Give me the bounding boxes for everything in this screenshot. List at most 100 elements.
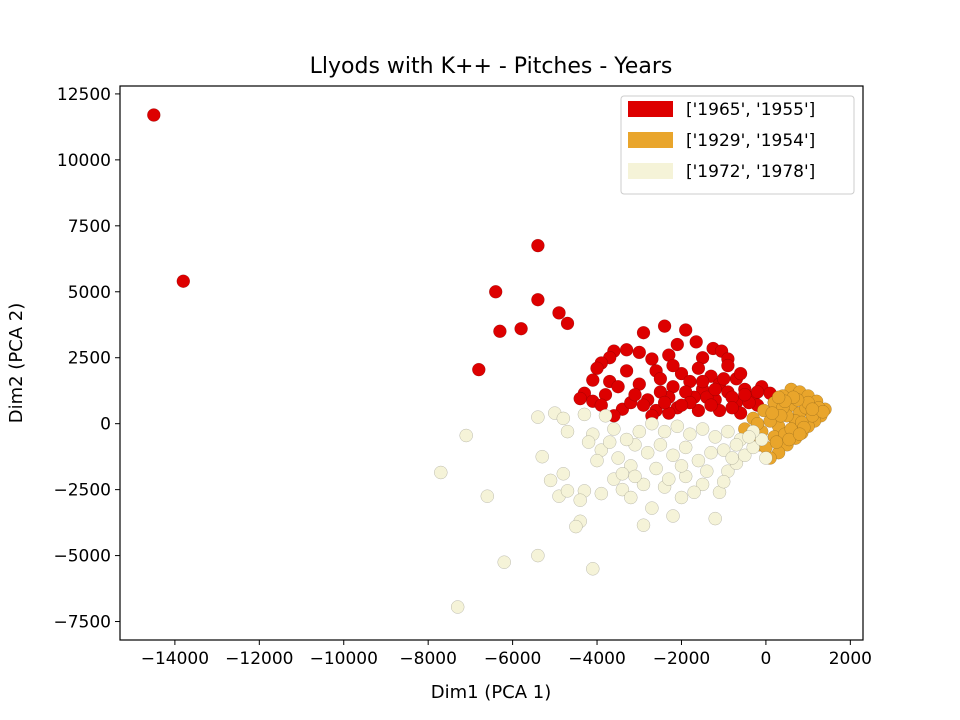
series-2-point [450, 600, 465, 614]
series-2-point [594, 486, 609, 501]
series-0-point [488, 285, 503, 299]
series-2-point [666, 509, 680, 523]
series-2-point [687, 485, 701, 500]
series-0-point [590, 361, 604, 376]
x-tick-label: −10000 [310, 649, 378, 669]
series-2-point [695, 477, 710, 492]
y-tick-label: 2500 [68, 349, 111, 369]
y-axis: −7500 −5000 −2500 0 2500 5000 7500 10000 12500 [53, 85, 120, 633]
series-0-point [636, 398, 651, 412]
series-0-point [691, 403, 706, 418]
series-1-points [738, 382, 832, 465]
series-2-point [662, 472, 676, 486]
series-0-points [147, 108, 786, 423]
series-2-point [666, 448, 680, 463]
series-0-point [733, 366, 748, 381]
series-2-point [695, 422, 710, 436]
series-1-point [765, 406, 779, 420]
series-2-point [759, 451, 773, 465]
chart-title: Llyods with K++ - Pitches - Years [310, 54, 673, 79]
series-0-point [704, 398, 718, 412]
series-0-point [670, 337, 685, 352]
series-2-point [560, 484, 575, 498]
series-0-point [472, 362, 486, 377]
series-2-point [645, 501, 659, 515]
series-2-point [738, 448, 752, 463]
series-0-point [619, 343, 634, 357]
series-0-point [619, 364, 634, 378]
series-2-point [590, 453, 604, 468]
x-tick-label: −12000 [225, 649, 293, 669]
series-2-point [586, 562, 600, 576]
series-0-point [716, 372, 731, 386]
series-0-point [531, 238, 545, 253]
y-axis-label: Dim2 (PCA 2) [6, 303, 27, 424]
y-tick-label: −7500 [53, 613, 111, 633]
legend-swatch [628, 101, 673, 117]
series-0-point [666, 358, 680, 373]
y-tick-label: 10000 [57, 151, 111, 171]
series-2-point [691, 453, 706, 468]
series-0-point [653, 372, 668, 386]
series-2-point [434, 465, 448, 480]
x-tick-label: 0 [760, 649, 771, 669]
series-2-point [573, 493, 587, 507]
series-2-point [632, 424, 647, 439]
x-tick-label: 2000 [829, 649, 872, 669]
series-2-point [674, 490, 689, 505]
series-0-point [674, 398, 689, 412]
series-2-point [670, 419, 685, 434]
y-tick-label: 7500 [68, 217, 111, 237]
series-2-point [636, 477, 651, 492]
series-2-point [531, 410, 545, 424]
series-2-point [602, 435, 617, 449]
series-0-point [657, 319, 672, 333]
series-2-point [678, 440, 693, 455]
series-2-point [611, 451, 625, 465]
series-2-point [581, 435, 596, 449]
legend: ['1965', '1955'] ['1929', '1954'] ['1972',… [620, 95, 855, 195]
series-2-point [742, 430, 756, 444]
legend-swatch [628, 163, 673, 179]
series-0-point [573, 391, 587, 406]
series-0-point [674, 366, 689, 381]
series-0-point [750, 385, 765, 399]
series-2-point [577, 407, 592, 422]
series-2-point [556, 467, 571, 481]
series-2-point [729, 438, 744, 452]
series-2-points [434, 406, 773, 614]
series-2-point [645, 416, 659, 431]
x-tick-label: −4000 [568, 649, 626, 669]
series-2-point [628, 469, 642, 484]
series-0-point [514, 321, 528, 336]
series-2-point [535, 449, 549, 464]
x-axis: −14000 −12000 −10000 −8000 −6000 −4000 −2000 0 2… [141, 640, 872, 669]
series-2-point [649, 461, 663, 476]
y-tick-label: 0 [100, 415, 111, 435]
series-2-point [531, 548, 545, 563]
legend-label: ['1965', '1955'] [686, 100, 815, 120]
series-0-point [176, 274, 191, 288]
series-0-point [632, 345, 647, 360]
series-0-point [611, 379, 625, 394]
series-0-point [695, 374, 710, 389]
series-2-point [704, 445, 718, 460]
series-2-point [636, 518, 651, 532]
plot-area-frame [119, 85, 864, 641]
data-points [147, 108, 832, 614]
series-0-point [657, 395, 672, 410]
series-0-point [560, 316, 575, 331]
series-2-point [615, 482, 630, 497]
series-0-point [725, 401, 739, 415]
legend-swatch [628, 132, 673, 148]
series-0-point [493, 324, 507, 339]
series-2-point [721, 424, 735, 439]
series-0-point [691, 361, 706, 376]
series-2-point [543, 473, 558, 488]
series-2-point [556, 411, 571, 426]
series-2-point [674, 459, 689, 473]
series-1-point [792, 427, 807, 441]
x-tick-label: −8000 [399, 649, 457, 669]
series-2-point [653, 438, 668, 452]
